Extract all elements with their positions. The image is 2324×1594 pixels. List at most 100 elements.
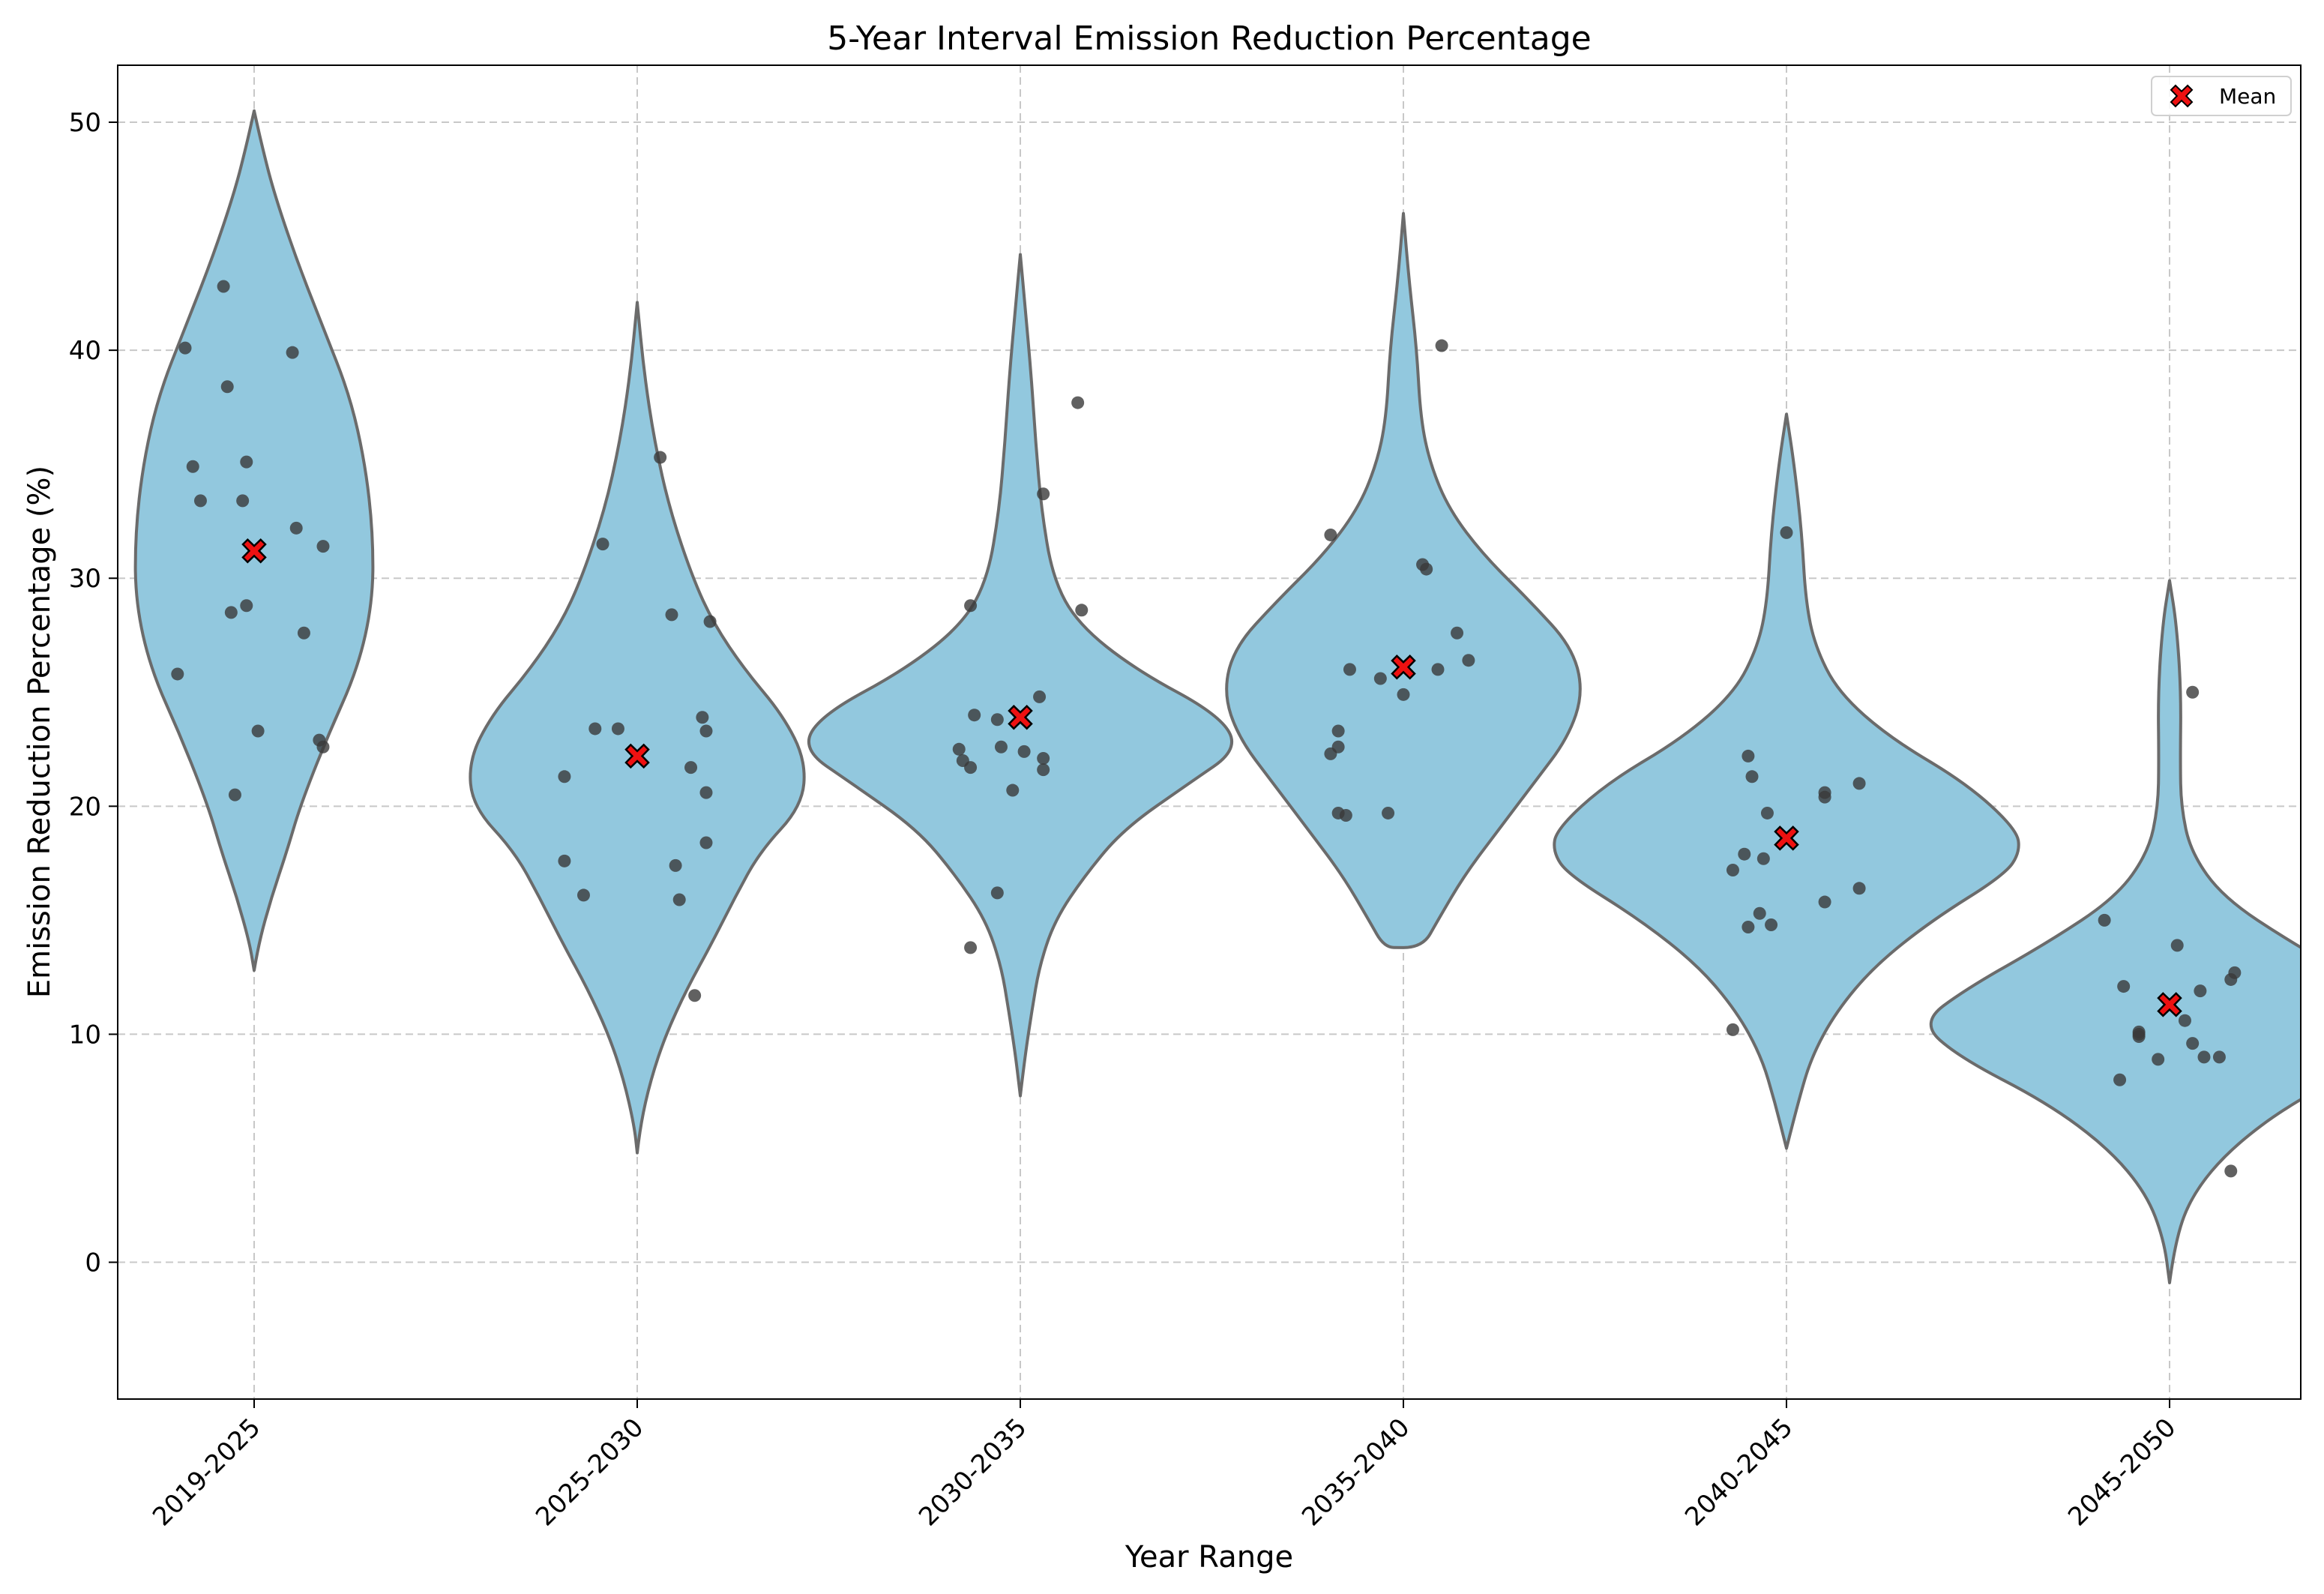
mean-marker xyxy=(1008,704,1033,730)
data-point xyxy=(2117,980,2131,993)
data-point xyxy=(286,346,299,359)
data-point xyxy=(964,599,978,613)
legend-mean-marker xyxy=(2170,84,2194,108)
violin-body xyxy=(469,301,806,1155)
data-point xyxy=(1037,763,1050,777)
data-point xyxy=(558,770,571,784)
data-point xyxy=(1745,770,1759,784)
data-point xyxy=(1373,672,1387,685)
legend-mean-label: Mean xyxy=(2219,84,2276,109)
data-point xyxy=(696,711,709,724)
mean-marker xyxy=(624,743,650,769)
data-point xyxy=(1753,906,1766,920)
data-point xyxy=(703,615,717,628)
data-point xyxy=(220,380,234,394)
data-point xyxy=(994,740,1008,754)
data-point xyxy=(297,626,310,640)
data-point xyxy=(1431,663,1445,676)
data-point xyxy=(672,893,686,906)
legend: Mean xyxy=(2151,76,2292,116)
data-point xyxy=(240,455,253,469)
y-tick-label: 30 xyxy=(69,564,101,594)
data-point xyxy=(1818,790,1831,804)
data-point xyxy=(558,854,571,867)
data-point xyxy=(1071,396,1085,409)
data-point xyxy=(952,742,966,756)
chart-title: 5-Year Interval Emission Reduction Perce… xyxy=(827,19,1592,58)
mean-marker xyxy=(1774,825,1799,851)
data-point xyxy=(990,713,1004,727)
data-point xyxy=(236,494,250,508)
data-point xyxy=(1324,747,1337,760)
data-point xyxy=(2224,1164,2238,1178)
data-point xyxy=(1765,918,1778,931)
data-point xyxy=(1075,604,1089,617)
data-point xyxy=(1324,528,1337,541)
data-point xyxy=(699,836,713,849)
data-point xyxy=(2186,685,2200,699)
data-point xyxy=(699,786,713,799)
y-tick-label: 10 xyxy=(69,1020,101,1050)
data-point xyxy=(1742,749,1755,763)
data-point xyxy=(1006,784,1020,797)
data-point xyxy=(240,599,253,613)
data-point xyxy=(193,494,207,508)
plot-frame xyxy=(117,64,2302,1400)
data-point xyxy=(1343,663,1356,676)
data-point xyxy=(1397,688,1410,701)
data-point xyxy=(699,724,713,738)
data-point xyxy=(2212,1050,2226,1064)
mean-marker xyxy=(241,538,267,564)
data-point xyxy=(990,886,1004,900)
data-point xyxy=(1726,863,1739,876)
y-tick-label: 50 xyxy=(69,108,101,138)
data-point xyxy=(1462,654,1475,667)
data-point xyxy=(1331,806,1345,819)
data-point xyxy=(1742,921,1755,934)
data-point xyxy=(684,761,698,775)
data-point xyxy=(228,788,241,801)
violin-body xyxy=(133,109,375,972)
y-tick-label: 40 xyxy=(69,336,101,366)
violins xyxy=(133,109,2301,1284)
y-tick-label: 0 xyxy=(85,1248,101,1278)
mean-marker xyxy=(2157,992,2182,1017)
data-point xyxy=(1852,882,1866,895)
data-point xyxy=(964,941,978,954)
violin-body xyxy=(807,253,1234,1098)
violin-body xyxy=(1929,579,2301,1284)
data-point xyxy=(2113,1073,2127,1086)
data-point xyxy=(665,608,678,622)
data-point xyxy=(588,722,602,736)
data-point xyxy=(688,989,702,1002)
data-point xyxy=(2224,972,2238,986)
data-point xyxy=(1818,895,1831,909)
data-point xyxy=(1852,777,1866,790)
data-point xyxy=(224,606,238,619)
data-point xyxy=(1033,690,1047,703)
data-point xyxy=(2178,1014,2191,1027)
data-point xyxy=(1382,806,1395,819)
violin-body xyxy=(1225,211,1582,949)
data-point xyxy=(316,740,330,754)
y-tick-label: 20 xyxy=(69,792,101,822)
data-point xyxy=(1756,852,1770,865)
data-point xyxy=(2170,939,2184,952)
data-point xyxy=(1726,1023,1739,1036)
x-axis-label: Year Range xyxy=(1125,1540,1293,1575)
data-point xyxy=(1037,487,1050,501)
data-point xyxy=(171,667,184,681)
y-axis-label: Emission Reduction Percentage (%) xyxy=(22,466,57,998)
data-point xyxy=(251,724,265,738)
mean-markers xyxy=(241,538,2182,1017)
data-point xyxy=(186,460,199,473)
data-point xyxy=(1451,626,1464,640)
data-point xyxy=(964,761,978,775)
data-point xyxy=(289,521,303,535)
mean-marker xyxy=(1391,655,1416,680)
data-point xyxy=(1017,745,1031,758)
data-points xyxy=(171,280,2242,1178)
data-point xyxy=(968,709,981,722)
